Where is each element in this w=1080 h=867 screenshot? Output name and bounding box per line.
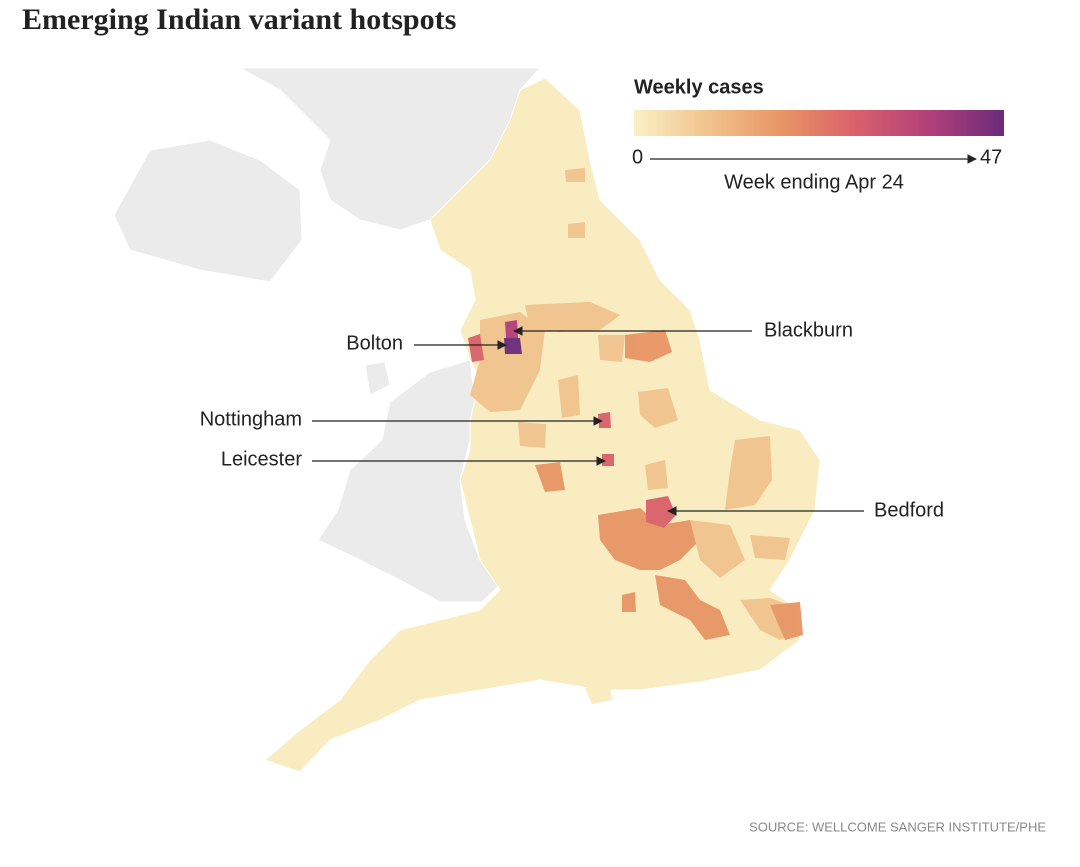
annotations: Bolton Blackburn Nottingham Leicester Be…	[200, 319, 944, 521]
source: SOURCE: WELLCOME SANGER INSTITUTE/PHE	[749, 819, 1046, 834]
title: Emerging Indian variant hotspots	[22, 3, 456, 36]
color-scale	[634, 110, 1004, 136]
legend: Weekly cases 0 47 Week ending Apr 24	[632, 76, 1004, 193]
annotation: Nottingham	[200, 408, 302, 430]
annotation: Bedford	[874, 499, 944, 521]
scale-min: 0	[632, 146, 643, 168]
annotation: Bolton	[346, 332, 403, 354]
hotspots	[468, 168, 803, 640]
annotation: Blackburn	[764, 319, 853, 341]
scale-max: 47	[980, 146, 1002, 168]
legend-subtitle: Week ending Apr 24	[724, 171, 904, 193]
legend-title: Weekly cases	[634, 76, 764, 98]
annotation: Leicester	[221, 448, 302, 470]
